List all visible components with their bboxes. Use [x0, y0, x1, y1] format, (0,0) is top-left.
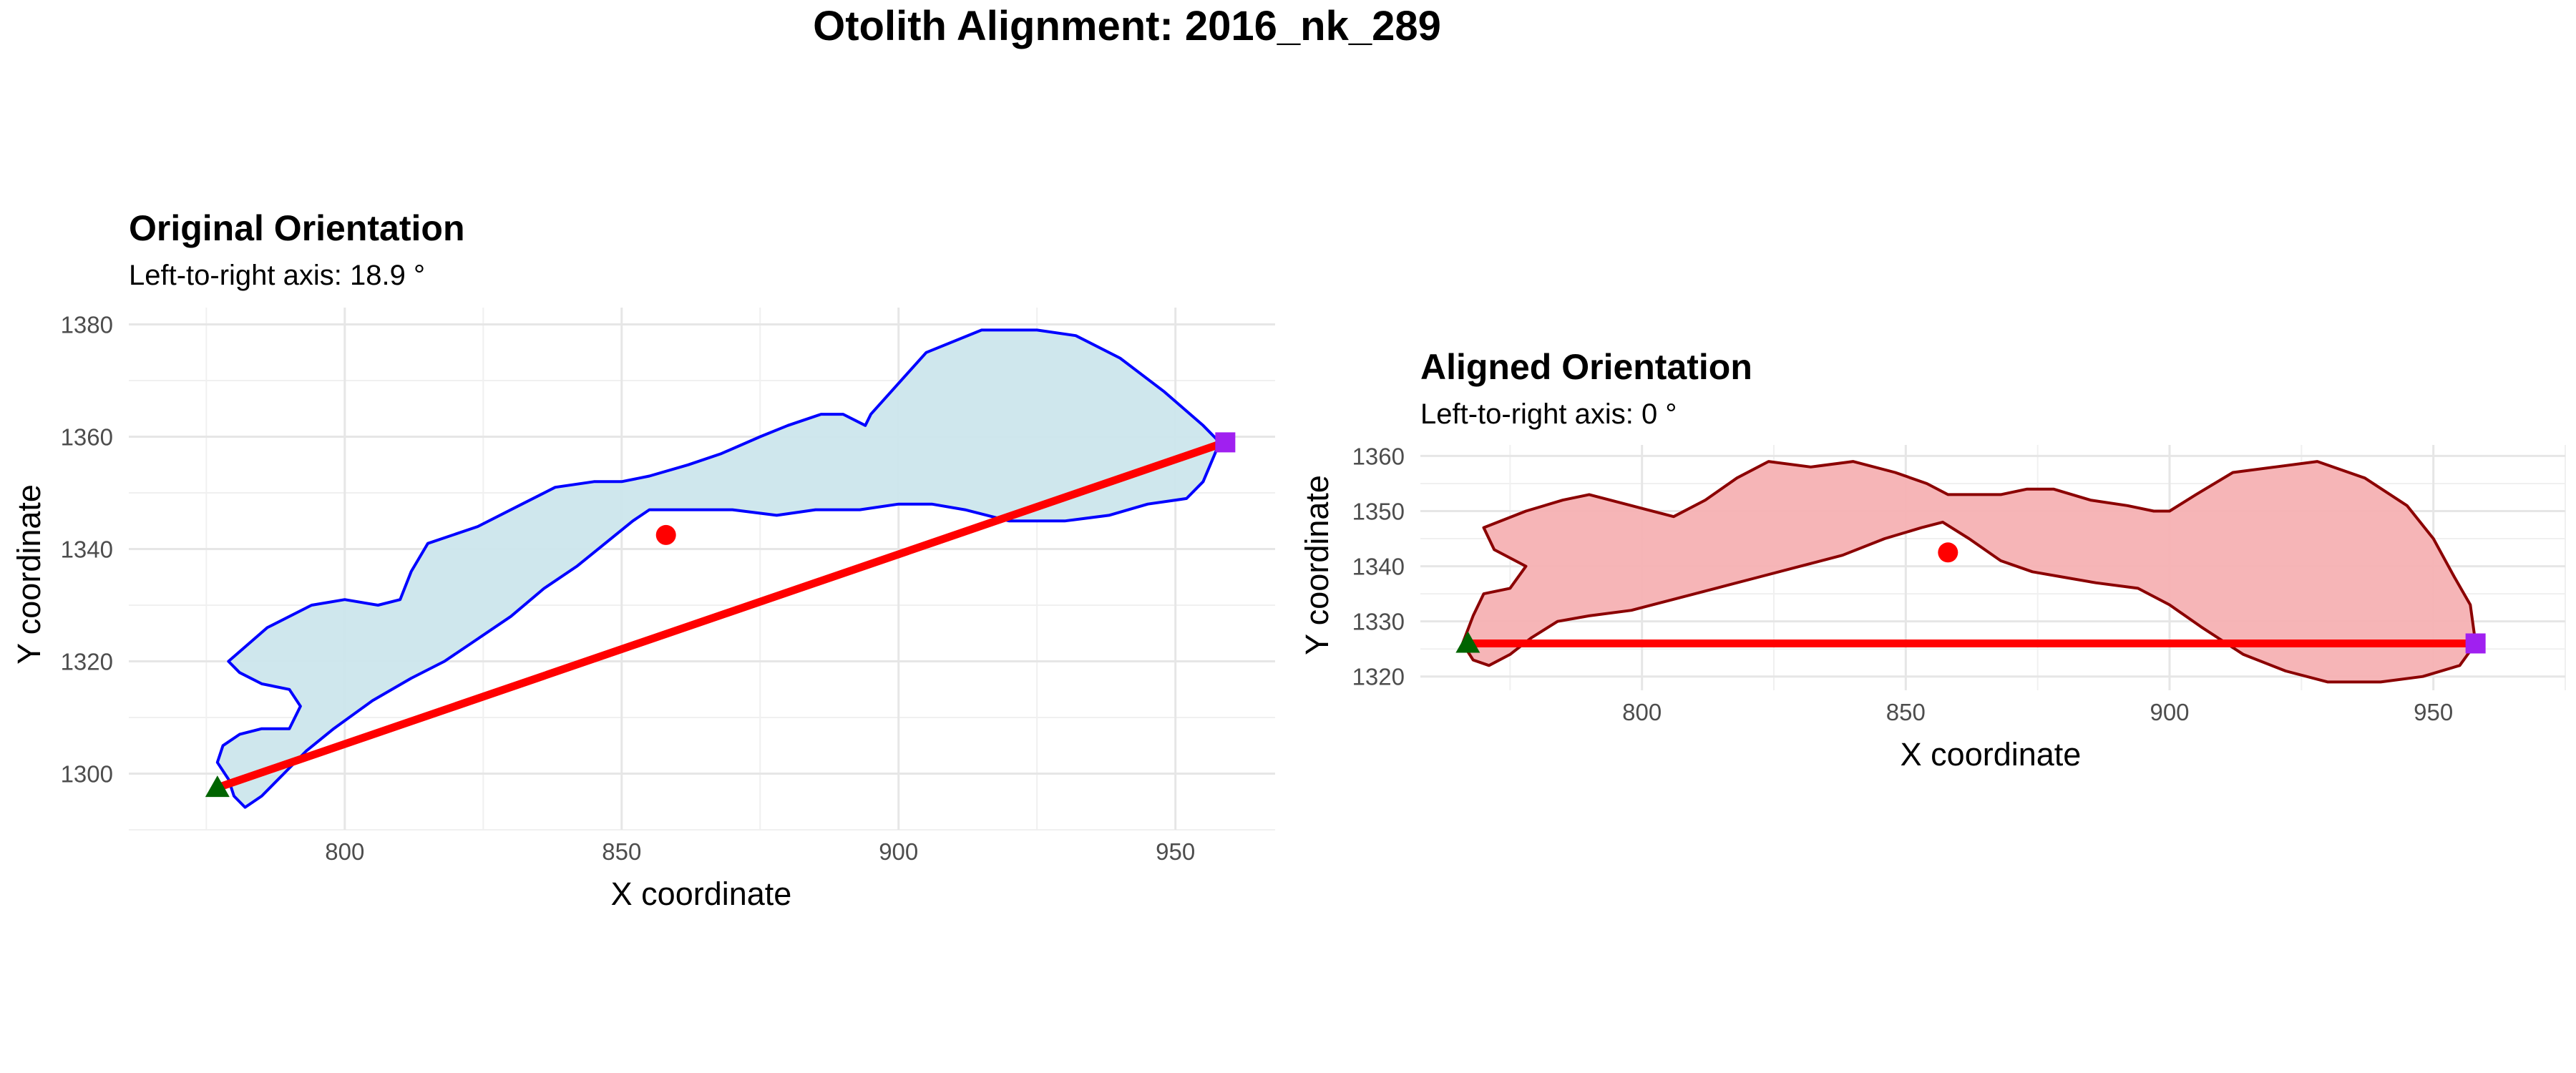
x-axis-label-original: X coordinate — [611, 876, 792, 912]
x-tick-label: 850 — [1886, 699, 1926, 725]
x-tick-label: 900 — [879, 838, 918, 865]
end-point-square — [2465, 633, 2486, 654]
y-tick-label: 1320 — [1352, 664, 1405, 690]
panel-subtitle-aligned: Left-to-right axis: 0 ° — [1420, 398, 1677, 430]
marks-original — [205, 432, 1236, 798]
y-tick-label: 1360 — [61, 424, 113, 451]
y-tick-label: 1350 — [1352, 498, 1405, 524]
y-tick-label: 1380 — [61, 312, 113, 338]
otolith-outline — [1461, 460, 2477, 684]
panel-title-original: Original Orientation — [129, 208, 464, 248]
left-right-axis-line — [216, 438, 1227, 792]
end-point-square — [1215, 432, 1236, 453]
y-tick-label: 1330 — [1352, 609, 1405, 635]
x-tick-label: 800 — [1622, 699, 1662, 725]
centroid-point — [1938, 542, 1958, 563]
panel-aligned: Aligned Orientation Left-to-right axis: … — [1299, 347, 2566, 773]
x-axis-label-aligned: X coordinate — [1901, 736, 2082, 773]
y-tick-label: 1340 — [1352, 554, 1405, 580]
y-tick-label: 1360 — [1352, 443, 1405, 469]
tick-labels-aligned: 800 850 900 950 1320 1330 1340 1350 1360 — [1352, 443, 2454, 725]
x-tick-label: 950 — [1156, 838, 1195, 865]
otolith-outline — [215, 328, 1221, 809]
x-tick-label: 850 — [602, 838, 641, 865]
y-axis-label-original: Y coordinate — [11, 484, 47, 665]
main-title: Otolith Alignment: 2016_nk_289 — [813, 3, 1441, 49]
y-tick-label: 1300 — [61, 761, 113, 788]
panel-title-aligned: Aligned Orientation — [1420, 347, 1752, 387]
panel-subtitle-original: Left-to-right axis: 18.9 ° — [129, 260, 425, 291]
otolith-shape-aligned — [1461, 460, 2477, 684]
tick-labels-original: 800 850 900 950 1300 1320 1340 1360 1380 — [61, 312, 1196, 865]
y-axis-label-aligned: Y coordinate — [1299, 475, 1335, 655]
marks-aligned — [1455, 542, 2486, 654]
start-point-triangle — [205, 775, 230, 798]
y-tick-label: 1340 — [61, 536, 113, 563]
y-tick-label: 1320 — [61, 649, 113, 675]
panel-original: Original Orientation Left-to-right axis:… — [11, 208, 1275, 912]
centroid-point — [655, 524, 676, 545]
x-tick-label: 900 — [2150, 699, 2189, 725]
otolith-shape-original — [215, 328, 1221, 809]
x-tick-label: 950 — [2414, 699, 2453, 725]
start-point-triangle — [1455, 631, 1480, 653]
x-tick-label: 800 — [325, 838, 364, 865]
